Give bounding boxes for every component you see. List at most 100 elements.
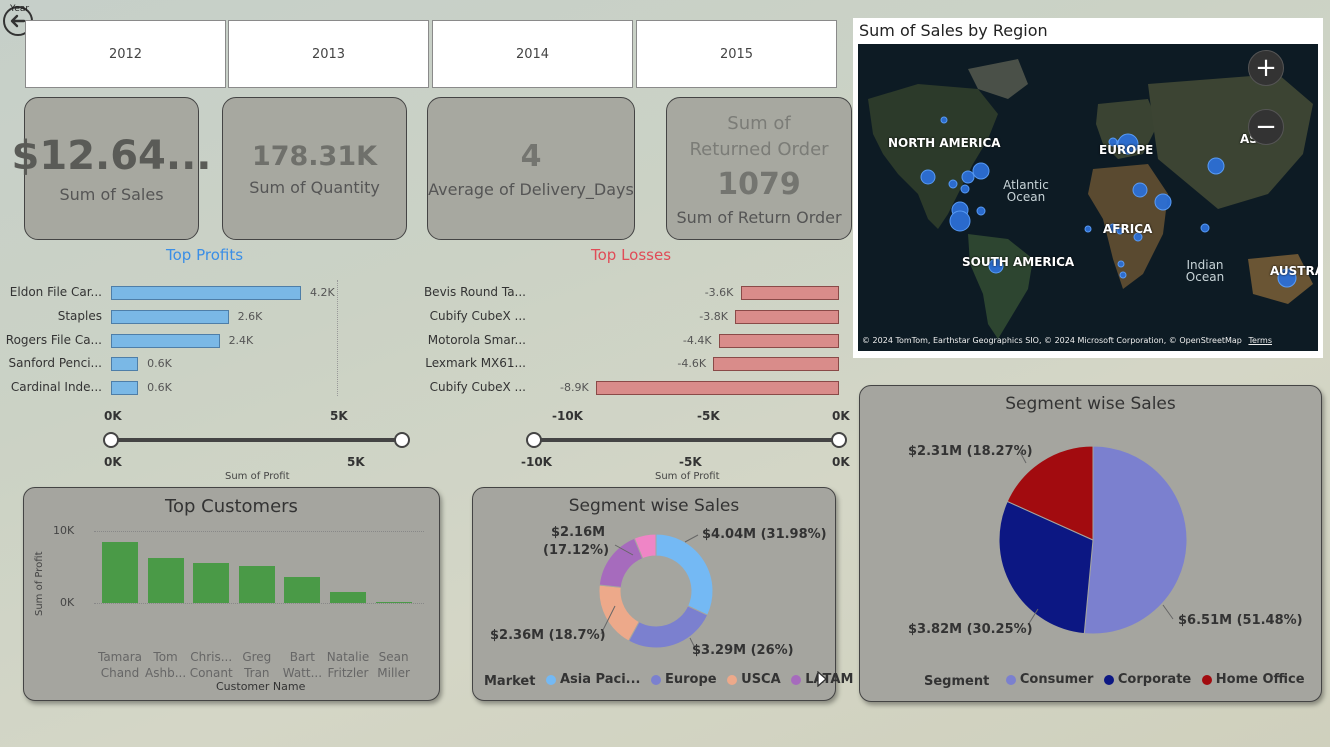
legend-item-europe[interactable]: Europe (651, 672, 717, 687)
kpi-card-delivery-days: 4 Average of Delivery_Days (427, 97, 635, 240)
profit-bar-label: Eldon File Car... (9, 285, 102, 299)
customers-y-tick-0k: 0K (60, 596, 75, 609)
legend-next-icon[interactable] (816, 670, 828, 688)
profit-bar-value: 2.4K (228, 333, 254, 347)
map-title: Sum of Sales by Region (859, 21, 1048, 40)
customer-name-line2: Watt... (282, 666, 323, 680)
map-attribution-text: © 2024 TomTom, Earthstar Geographics SIO… (862, 336, 1242, 345)
loss-bar (713, 357, 839, 372)
profit-bar-label: Staples (57, 308, 102, 323)
profit-bar-value: 0.6K (147, 381, 172, 395)
customers-gridline (94, 531, 424, 532)
legend-item-usca[interactable]: USCA (727, 672, 781, 687)
donut-leader-line (684, 534, 699, 543)
kpi-card-sales: $12.64... Sum of Sales (12, 97, 211, 240)
profit-slider-max-handle[interactable] (394, 432, 410, 448)
map-terms-link[interactable]: Terms (1248, 336, 1272, 345)
customer-name-line1: Greg (242, 650, 272, 664)
customer-name-line2: Miller (377, 666, 410, 680)
legend-item-asia-pacific[interactable]: Asia Paci... (545, 672, 640, 687)
map-label-atlantic: Atlantic Ocean (1003, 178, 1049, 204)
legend-item-latam[interactable]: LATAM (791, 672, 853, 687)
donut-leader-line (614, 544, 634, 556)
customer-name-line2: Fritzler (327, 666, 369, 680)
map-label-africa: AFRICA (1103, 222, 1153, 236)
pie-label-corporate: $3.82M (30.25%) (908, 622, 1033, 637)
loss-slider-min-handle[interactable] (526, 432, 542, 448)
top-customers-chart: Tamara Chand Tom Ashb... Chris... Conant Greg T… (24, 488, 441, 702)
donut-svg (598, 533, 714, 649)
profit-bar-label: Cardinal Inde... (10, 380, 102, 395)
loss-axis-tick: -5K (697, 409, 720, 423)
kpi-value: 1079 (717, 166, 801, 202)
donut-slice[interactable] (627, 605, 709, 649)
market-donut-chart: $4.04M (31.98%) $3.29M (26%) $2.36M (18.7%… (473, 488, 837, 702)
donut-label-latam-pct: (17.12%) (543, 543, 610, 558)
kpi-label: Sum of Quantity (249, 177, 380, 197)
year-button-2015[interactable]: 2015 (636, 20, 837, 88)
kpi-card-returns: Sum of Returned Order 1079 Sum of Return… (666, 97, 852, 240)
kpi-label: Sum of Sales (59, 185, 164, 204)
customer-name-line1: Chris... (190, 650, 233, 664)
year-button-2014[interactable]: 2014 (432, 20, 633, 88)
profit-bar-value: 2.6K (237, 309, 263, 323)
loss-slider-track[interactable] (534, 438, 839, 442)
profit-slider-track[interactable] (111, 438, 403, 442)
zoom-out-button[interactable]: − (1248, 109, 1284, 145)
pie-label-consumer: $6.51M (51.48%) (1178, 613, 1303, 628)
pie-slice[interactable] (1083, 445, 1188, 635)
year-button-2012[interactable]: 2012 (25, 20, 226, 88)
customer-name-line1: Natalie (326, 650, 370, 664)
zoom-in-button[interactable]: + (1248, 50, 1284, 86)
legend-item-consumer[interactable]: Consumer (1005, 672, 1093, 687)
customer-name-line2: Chand (100, 666, 140, 680)
profit-bar (111, 309, 229, 324)
profit-bar-value: 0.6K (147, 357, 172, 371)
profit-slider-caption: Sum of Profit (225, 471, 290, 482)
loss-slider-tick: 0K (832, 455, 850, 469)
top-losses-chart: Bevis Round Ta... -3.6K Cubify CubeX ... -3… (420, 280, 850, 400)
profit-bar (111, 381, 139, 396)
customer-name-line1: Tom (153, 650, 178, 664)
customer-bar (238, 565, 275, 603)
loss-bar-label: Lexmark MX61... (425, 356, 526, 371)
donut-label-usca: $2.36M (18.7%) (490, 628, 606, 643)
loss-bar (596, 381, 839, 396)
loss-bar-label: Motorola Smar... (427, 332, 526, 347)
kpi-label: Average of Delivery_Days (428, 179, 634, 199)
kpi-value: $12.64... (11, 133, 212, 179)
map-label-north-america: NORTH AMERICA (888, 136, 1001, 150)
profit-bar (111, 286, 301, 300)
loss-bar-value: -3.6K (704, 286, 734, 299)
year-button-2013[interactable]: 2013 (228, 20, 429, 88)
map-label-europe: EUROPE (1099, 143, 1154, 157)
kpi-value: 4 (520, 138, 542, 174)
loss-bar (735, 309, 839, 324)
customer-bar (193, 563, 230, 603)
donut-label-latam-value: $2.16M (551, 525, 606, 540)
legend-item-corporate[interactable]: Corporate (1103, 672, 1191, 687)
map-label-south-america: SOUTH AMERICA (962, 255, 1075, 269)
year-slicer-label: Year (10, 4, 30, 14)
pie-slice[interactable] (998, 500, 1094, 635)
pie-label-home-office: $2.31M (18.27%) (908, 444, 1033, 459)
top-profits-chart: Eldon File Car... 4.2K Staples 2.6K Rogers F… (0, 280, 420, 400)
donut-slice[interactable] (655, 533, 714, 616)
segment-legend: Segment Consumer Corporate Home Office (924, 672, 1311, 689)
legend-item-home-office[interactable]: Home Office (1201, 672, 1305, 687)
loss-bar-label: Cubify CubeX ... (429, 308, 526, 323)
pie-leader-line (1162, 604, 1174, 620)
segment-pie-chart: $6.51M (51.48%) $3.82M (30.25%) $2.31M (18… (860, 386, 1323, 703)
loss-slider-tick: -5K (679, 455, 702, 469)
loss-slider-max-handle[interactable] (831, 432, 847, 448)
loss-bar-value: -8.9K (560, 381, 589, 395)
profit-bar-value: 4.2K (310, 286, 335, 299)
kpi-value: 178.31K (251, 140, 378, 172)
donut-slice[interactable] (633, 533, 657, 560)
kpi-header: Sum of Returned Order (689, 112, 829, 160)
pie-leader-line (1027, 608, 1039, 626)
map-canvas[interactable]: NORTH AMERICA EUROPE ASIA AFRICA SOUTH A… (858, 44, 1318, 351)
pie-slice[interactable] (1006, 445, 1094, 541)
loss-bar-label: Bevis Round Ta... (423, 285, 526, 299)
profit-slider-min-handle[interactable] (103, 432, 119, 448)
